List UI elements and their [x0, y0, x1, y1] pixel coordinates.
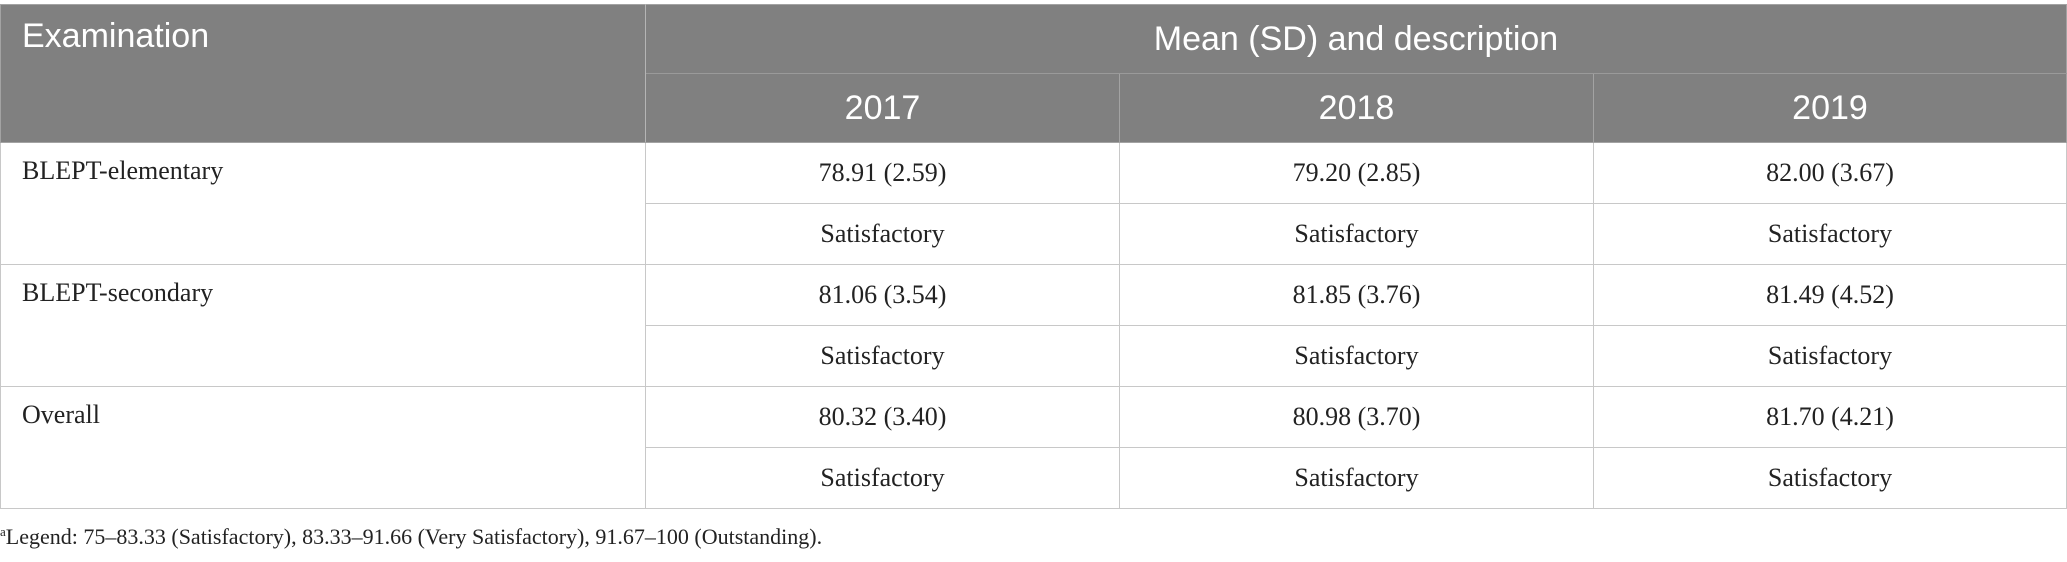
footnote-text: Legend: 75–83.33 (Satisfactory), 83.33–9… — [5, 524, 823, 549]
mean-cell: 78.91 (2.59) — [645, 142, 1120, 204]
mean-cell: 81.85 (3.76) — [1119, 264, 1594, 326]
table-body: BLEPT-elementary 78.91 (2.59) 79.20 (2.8… — [0, 142, 2067, 509]
table-row: Satisfactory Satisfactory Satisfactory — [1, 203, 2067, 265]
mean-sd-group-header: Mean (SD) and description — [645, 4, 2067, 74]
mean-cell: 79.20 (2.85) — [1119, 142, 1594, 204]
results-table-container: Examination Mean (SD) and description 20… — [0, 4, 2067, 509]
table-row: Satisfactory Satisfactory Satisfactory — [1, 447, 2067, 509]
mean-cell: 80.32 (3.40) — [645, 386, 1120, 448]
table-header: Examination Mean (SD) and description 20… — [0, 4, 2067, 143]
results-table: Examination Mean (SD) and description 20… — [0, 4, 2067, 509]
mean-cell: 81.70 (4.21) — [1593, 386, 2067, 448]
description-cell: Satisfactory — [1593, 203, 2067, 265]
year-header-2017: 2017 — [645, 73, 1120, 143]
row-label-blept-secondary: BLEPT-secondary — [0, 264, 646, 387]
year-header-2019: 2019 — [1593, 73, 2067, 143]
mean-cell: 80.98 (3.70) — [1119, 386, 1594, 448]
header-row-years: 2017 2018 2019 — [1, 73, 2067, 143]
description-cell: Satisfactory — [1119, 203, 1594, 265]
table-row: BLEPT-secondary 81.06 (3.54) 81.85 (3.76… — [0, 264, 2067, 387]
description-cell: Satisfactory — [1119, 447, 1594, 509]
description-cell: Satisfactory — [645, 447, 1120, 509]
mean-cell: 81.49 (4.52) — [1593, 264, 2067, 326]
table-footnote: aLegend: 75–83.33 (Satisfactory), 83.33–… — [0, 524, 822, 550]
footnote-marker: a — [0, 524, 6, 539]
row-label-blept-elementary: BLEPT-elementary — [0, 142, 646, 265]
year-header-2018: 2018 — [1119, 73, 1594, 143]
description-cell: Satisfactory — [1593, 447, 2067, 509]
description-cell: Satisfactory — [645, 203, 1120, 265]
mean-cell: 81.06 (3.54) — [645, 264, 1120, 326]
examination-header: Examination — [0, 4, 646, 143]
row-label-overall: Overall — [0, 386, 646, 509]
table-row: Satisfactory Satisfactory Satisfactory — [1, 325, 2067, 387]
header-row-group: Examination Mean (SD) and description — [0, 4, 2067, 143]
description-cell: Satisfactory — [645, 325, 1120, 387]
mean-cell: 82.00 (3.67) — [1593, 142, 2067, 204]
description-cell: Satisfactory — [1593, 325, 2067, 387]
table-row: Overall 80.32 (3.40) 80.98 (3.70) 81.70 … — [0, 386, 2067, 509]
table-row: BLEPT-elementary 78.91 (2.59) 79.20 (2.8… — [0, 142, 2067, 265]
description-cell: Satisfactory — [1119, 325, 1594, 387]
